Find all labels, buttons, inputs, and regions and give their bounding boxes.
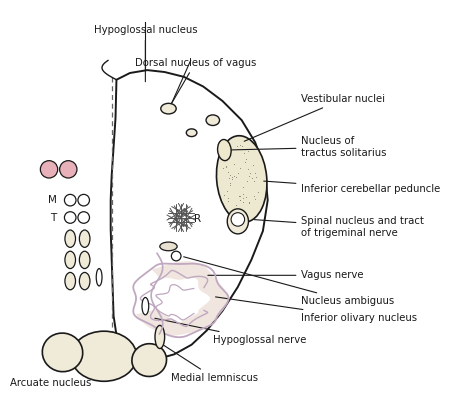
Ellipse shape xyxy=(217,136,267,222)
Ellipse shape xyxy=(42,333,83,372)
Text: Nucleus ambiguus: Nucleus ambiguus xyxy=(184,257,395,306)
Text: Nucleus of
tractus solitarius: Nucleus of tractus solitarius xyxy=(227,136,387,158)
Ellipse shape xyxy=(96,269,102,286)
Ellipse shape xyxy=(160,242,177,251)
Ellipse shape xyxy=(79,251,90,269)
Text: Medial lemniscus: Medial lemniscus xyxy=(162,344,258,383)
Text: T: T xyxy=(50,213,56,222)
Circle shape xyxy=(78,194,90,206)
Circle shape xyxy=(40,161,58,178)
Text: Inferior olivary nucleus: Inferior olivary nucleus xyxy=(216,297,418,323)
Text: Vestibular nuclei: Vestibular nuclei xyxy=(244,94,385,141)
Ellipse shape xyxy=(186,129,197,137)
Ellipse shape xyxy=(155,326,164,348)
Text: Vagus nerve: Vagus nerve xyxy=(208,270,364,280)
Circle shape xyxy=(64,212,76,223)
Ellipse shape xyxy=(79,230,90,247)
Circle shape xyxy=(231,213,245,226)
Circle shape xyxy=(78,212,90,223)
Circle shape xyxy=(60,161,77,178)
Ellipse shape xyxy=(227,209,248,234)
Ellipse shape xyxy=(71,331,137,381)
Text: M: M xyxy=(48,195,57,205)
Ellipse shape xyxy=(161,103,176,114)
Text: Hypoglossal nerve: Hypoglossal nerve xyxy=(155,318,306,345)
Ellipse shape xyxy=(79,272,90,290)
Polygon shape xyxy=(111,70,268,359)
Text: Spinal nucleus and tract
of trigeminal nerve: Spinal nucleus and tract of trigeminal n… xyxy=(254,216,424,238)
Text: Hypoglossal nucleus: Hypoglossal nucleus xyxy=(93,25,197,82)
Text: R: R xyxy=(194,214,201,225)
Ellipse shape xyxy=(206,115,219,126)
Ellipse shape xyxy=(132,344,166,377)
Text: Dorsal nucleus of vagus: Dorsal nucleus of vagus xyxy=(135,58,256,106)
Text: Inferior cerebellar peduncle: Inferior cerebellar peduncle xyxy=(264,181,441,193)
Circle shape xyxy=(64,194,76,206)
Ellipse shape xyxy=(218,139,231,161)
Ellipse shape xyxy=(65,272,75,290)
Ellipse shape xyxy=(65,230,75,247)
Circle shape xyxy=(172,251,181,261)
Polygon shape xyxy=(136,261,228,336)
Ellipse shape xyxy=(65,251,75,269)
Ellipse shape xyxy=(142,297,149,315)
Text: Arcuate nucleus: Arcuate nucleus xyxy=(10,378,92,388)
